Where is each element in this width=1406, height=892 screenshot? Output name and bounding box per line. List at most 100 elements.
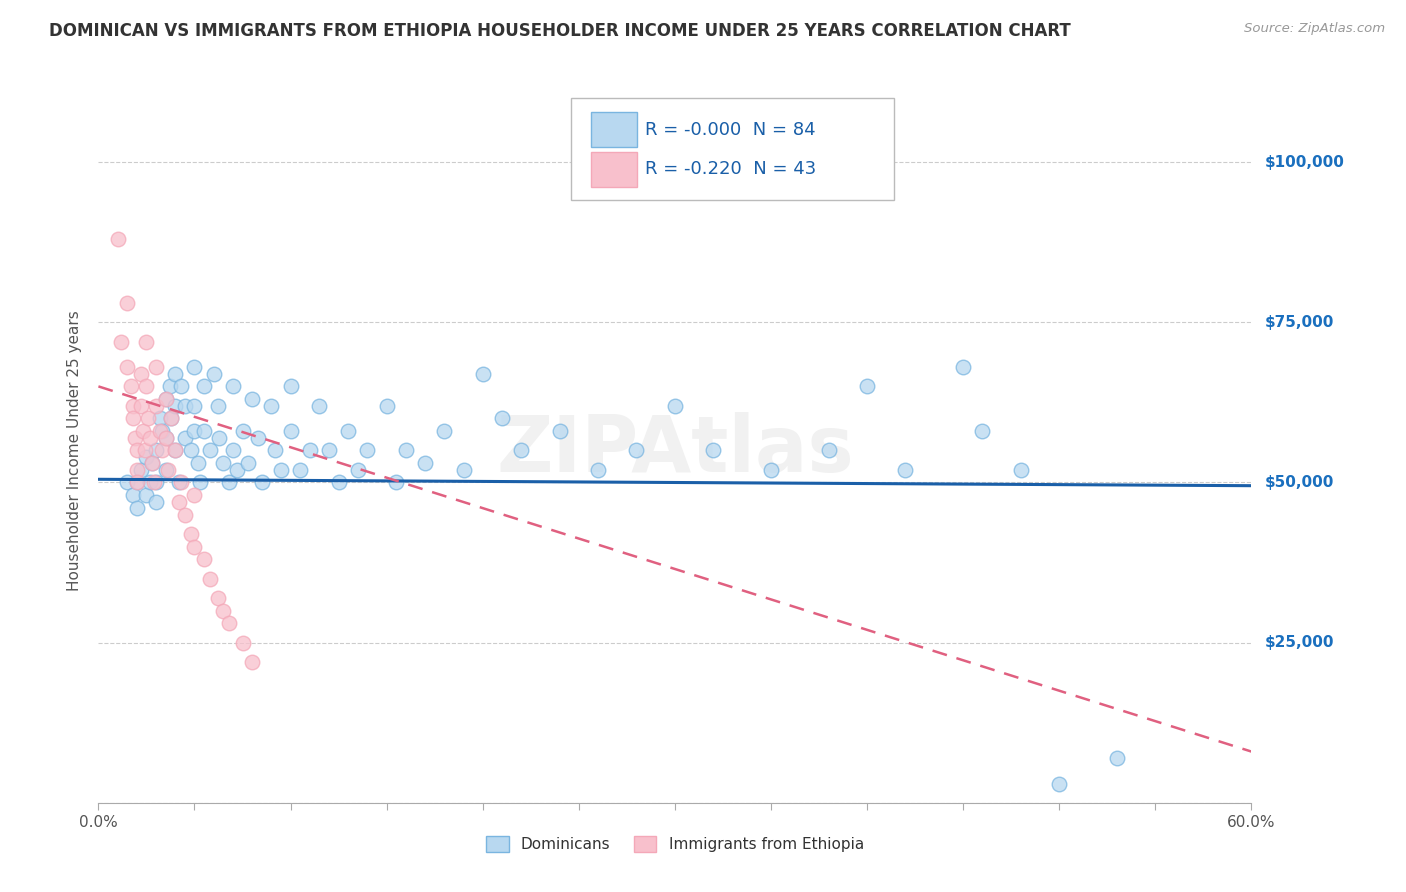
Point xyxy=(231,424,254,438)
Point xyxy=(165,399,187,413)
Point xyxy=(491,411,513,425)
Point xyxy=(135,450,157,464)
Point xyxy=(141,456,163,470)
Point xyxy=(337,424,360,438)
Point xyxy=(125,443,148,458)
Point xyxy=(212,604,235,618)
Point xyxy=(510,443,533,458)
FancyBboxPatch shape xyxy=(571,98,894,201)
Point xyxy=(117,360,139,375)
Point xyxy=(125,501,148,516)
Point xyxy=(260,399,283,413)
Point xyxy=(139,475,162,490)
Point xyxy=(264,443,287,458)
Point xyxy=(290,463,312,477)
Text: R = -0.220  N = 43: R = -0.220 N = 43 xyxy=(645,161,815,178)
Point xyxy=(150,443,173,458)
Point xyxy=(385,475,408,490)
Point xyxy=(356,443,378,458)
Point xyxy=(202,367,225,381)
Point xyxy=(1047,776,1070,790)
Point xyxy=(222,379,245,393)
Point xyxy=(165,443,187,458)
Point xyxy=(375,399,398,413)
Point xyxy=(150,424,173,438)
Point xyxy=(207,591,229,605)
Point xyxy=(702,443,724,458)
Point xyxy=(298,443,321,458)
Legend: Dominicans, Immigrants from Ethiopia: Dominicans, Immigrants from Ethiopia xyxy=(479,830,870,859)
Point xyxy=(193,379,215,393)
Point xyxy=(347,463,370,477)
Point xyxy=(155,431,177,445)
Point xyxy=(117,296,139,310)
Point xyxy=(170,379,193,393)
Point xyxy=(135,379,157,393)
Y-axis label: Householder Income Under 25 years: Householder Income Under 25 years xyxy=(67,310,83,591)
Point xyxy=(187,456,209,470)
Point xyxy=(207,399,229,413)
Point xyxy=(135,488,157,502)
Text: R = -0.000  N = 84: R = -0.000 N = 84 xyxy=(645,120,815,139)
Point xyxy=(141,456,163,470)
Point xyxy=(238,456,260,470)
Point xyxy=(124,431,146,445)
Point xyxy=(129,367,152,381)
FancyBboxPatch shape xyxy=(591,112,637,147)
Text: $25,000: $25,000 xyxy=(1265,635,1334,650)
Point xyxy=(155,392,177,407)
Point xyxy=(167,475,190,490)
Point xyxy=(548,424,571,438)
Point xyxy=(183,360,205,375)
Text: $50,000: $50,000 xyxy=(1265,475,1334,490)
Point xyxy=(155,392,177,407)
Point xyxy=(183,399,205,413)
Point xyxy=(159,379,181,393)
Point xyxy=(471,367,494,381)
Point xyxy=(218,616,240,631)
Point xyxy=(174,431,197,445)
Point xyxy=(250,475,273,490)
Point xyxy=(193,424,215,438)
Point xyxy=(145,443,167,458)
Point xyxy=(231,635,254,649)
Point xyxy=(160,411,183,425)
Point xyxy=(134,443,156,458)
Point xyxy=(198,572,221,586)
Point xyxy=(174,508,197,522)
Point xyxy=(143,475,166,490)
Point xyxy=(107,232,129,246)
Point xyxy=(129,399,152,413)
Text: $75,000: $75,000 xyxy=(1265,315,1334,330)
Point xyxy=(145,360,167,375)
Point xyxy=(155,431,177,445)
Text: DOMINICAN VS IMMIGRANTS FROM ETHIOPIA HOUSEHOLDER INCOME UNDER 25 YEARS CORRELAT: DOMINICAN VS IMMIGRANTS FROM ETHIOPIA HO… xyxy=(49,22,1071,40)
Point xyxy=(759,463,782,477)
Point xyxy=(139,431,162,445)
Point xyxy=(972,424,994,438)
Point xyxy=(188,475,211,490)
Point xyxy=(395,443,418,458)
Point xyxy=(180,443,202,458)
Point xyxy=(218,475,240,490)
Point xyxy=(138,411,160,425)
Point xyxy=(240,655,263,669)
Point xyxy=(149,411,172,425)
Point xyxy=(240,392,263,407)
Point xyxy=(183,488,205,502)
Point xyxy=(149,424,172,438)
Point xyxy=(1105,751,1128,765)
Point xyxy=(122,411,145,425)
Point xyxy=(453,463,475,477)
Point xyxy=(586,463,609,477)
Point xyxy=(110,334,132,349)
Point xyxy=(131,424,153,438)
Point xyxy=(246,431,269,445)
Point xyxy=(145,399,167,413)
Point xyxy=(183,540,205,554)
FancyBboxPatch shape xyxy=(591,152,637,187)
Text: $100,000: $100,000 xyxy=(1265,154,1346,169)
Text: ZIPAtlas: ZIPAtlas xyxy=(496,412,853,489)
Point xyxy=(156,463,179,477)
Point xyxy=(198,443,221,458)
